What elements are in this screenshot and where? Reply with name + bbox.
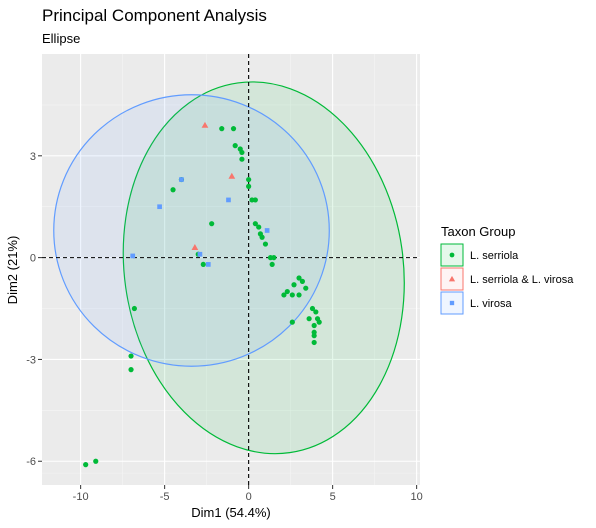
grid-layer [42,54,420,485]
data-point-mixed [191,244,199,250]
legend-marker-mixed [448,275,456,282]
data-point-serriola [219,126,225,132]
data-point-serriola [269,261,275,268]
data-point-serriola [252,197,258,203]
data-point-serriola [311,339,317,346]
x-axis-title: Dim1 (54.4%) [191,505,270,520]
legend-title: Taxon Group [441,224,515,239]
ellipse-layer [53,81,405,455]
x-tick-label: 10 [411,491,423,503]
legend-label: L. serriola [470,250,519,262]
data-point-serriola [256,224,262,230]
ellipse-virosa [53,94,330,367]
tick-layer: -10 -5 0 5 10 -6 -3 0 3 [26,151,423,503]
x-tick-label: -5 [160,491,170,503]
y-tick-label: -3 [26,354,36,366]
data-point-serriola [303,285,309,291]
ellipse-serriola [122,81,405,455]
legend: Taxon Group L. serriola L. serriola & L. … [440,224,574,315]
data-point-serriola [311,322,317,329]
data-point-serriola [262,241,269,247]
legend-label: L. virosa [470,298,512,310]
x-tick-label: 5 [330,491,336,503]
data-point-serriola [309,305,316,312]
data-point-serriola [306,316,312,322]
data-point-serriola [209,221,215,227]
data-point-serriola [289,319,295,325]
data-point-mixed [201,121,209,128]
data-point-serriola [299,278,305,284]
data-point-serriola [296,275,302,281]
data-point-serriola [311,333,317,339]
reference-lines [42,54,420,485]
data-point-serriola [128,353,134,359]
data-point-serriola [239,156,245,162]
data-point-virosa [264,228,270,233]
data-point-serriola [281,292,287,298]
data-point-serriola [271,255,277,261]
data-point-serriola [232,143,238,149]
data-point-serriola [83,462,89,468]
data-point-virosa [226,197,231,203]
legend-label: L. serriola & L. virosa [470,274,574,286]
plot-panel [42,54,420,485]
data-point-serriola [284,288,290,295]
y-tick-label: -6 [26,456,36,468]
data-point-serriola [128,367,134,373]
data-point-serriola [314,316,321,322]
point-layer [83,121,322,468]
x-tick-label: 0 [246,491,252,503]
data-point-serriola [313,309,319,315]
data-point-serriola [230,126,237,132]
data-point-serriola [170,187,176,193]
data-point-virosa [157,204,162,210]
data-point-virosa [179,177,184,182]
data-point-serriola [246,183,252,189]
y-tick-label: 0 [30,253,36,265]
data-point-serriola [252,221,258,227]
data-point-virosa [205,262,211,267]
x-tick-label: -10 [73,491,89,503]
data-point-serriola [200,261,206,268]
data-point-serriola [259,234,265,240]
data-point-mixed [228,172,236,179]
data-point-serriola [291,282,297,288]
data-point-virosa [197,251,203,257]
data-point-serriola [93,458,99,464]
data-point-serriola [246,176,252,183]
data-point-virosa [130,253,136,259]
y-tick-label: 3 [30,151,36,163]
legend-marker-serriola [449,252,455,258]
data-point-serriola [296,292,302,298]
chart-subtitle: Ellipse [42,31,80,46]
chart-title: Principal Component Analysis [42,6,267,25]
legend-marker-virosa [449,300,455,306]
data-point-serriola [239,149,245,156]
data-point-serriola [131,305,137,312]
data-point-serriola [289,292,295,298]
y-axis-title: Dim2 (21%) [5,236,20,305]
